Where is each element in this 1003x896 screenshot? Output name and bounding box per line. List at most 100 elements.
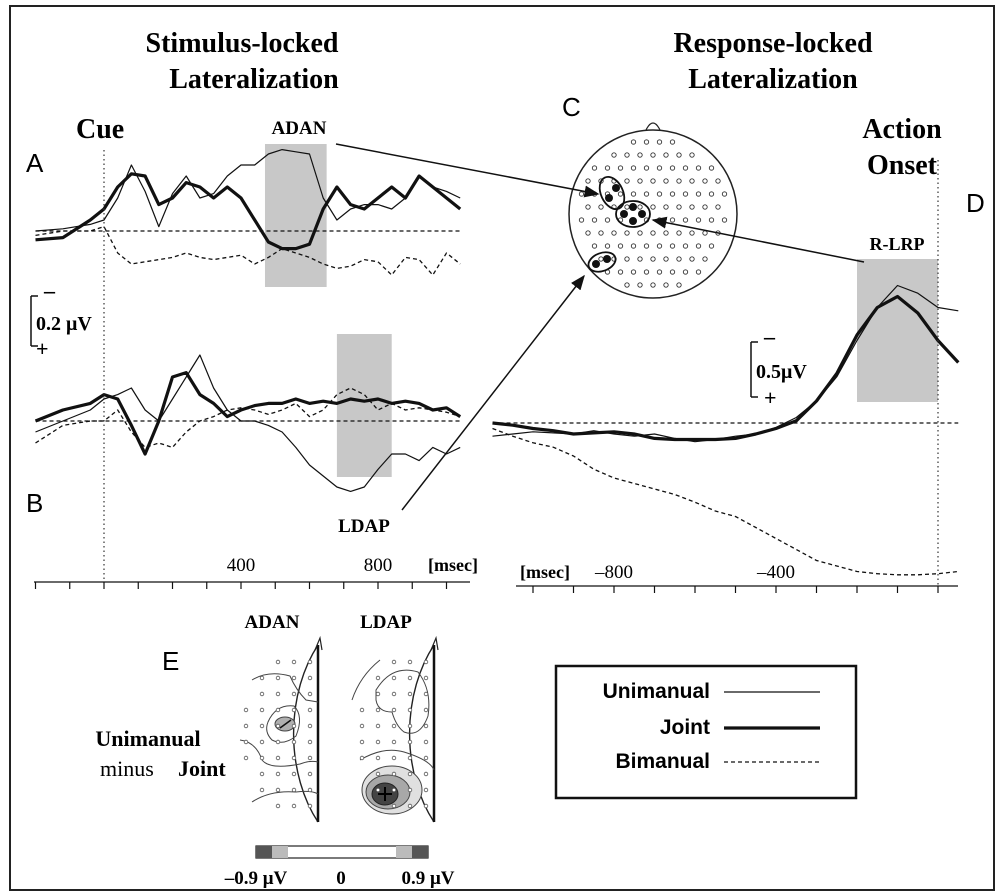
topo-electrode <box>359 707 365 713</box>
electrode-dot <box>663 178 669 184</box>
panel-b-window <box>336 334 392 477</box>
topo-electrode <box>359 739 365 745</box>
x-axis-resp: –800 –400 <box>516 562 958 593</box>
electrode-dot <box>624 152 630 158</box>
electrode-dot <box>689 152 695 158</box>
scale-bar-d: – 0.5μV + <box>750 324 807 410</box>
scale-label-d: 0.5μV <box>756 361 807 383</box>
electrode-dot <box>682 243 689 249</box>
colorbar-min: –0.9 μV <box>224 868 288 889</box>
topo-electrode <box>407 755 413 761</box>
legend-label-bimanual: Bimanual <box>615 750 710 773</box>
electrode-dot <box>624 178 630 184</box>
x-tick-label-stim: 800 <box>364 555 393 576</box>
topo-electrode <box>259 739 265 745</box>
electrode-dot <box>682 217 689 223</box>
electrode-dot <box>695 191 702 197</box>
panel-a-window <box>264 144 327 287</box>
topo-electrode <box>307 771 313 777</box>
x-axis-stim: 400 800 <box>34 555 470 589</box>
electrode-dot <box>676 282 682 288</box>
topo-electrode <box>259 723 265 729</box>
electrode-dot <box>643 243 650 249</box>
x-unit-stim: [msec] <box>428 555 478 575</box>
panel-b-series-unimanual <box>35 354 461 492</box>
topo-electrode <box>275 723 281 729</box>
electrode-dot <box>617 269 624 275</box>
electrode-dot <box>650 282 656 288</box>
topo-electrode <box>291 691 297 697</box>
electrode-dot <box>624 282 630 288</box>
legend-box <box>554 664 858 800</box>
electrode-dot <box>663 204 669 210</box>
topo-electrode <box>275 659 281 665</box>
topo-row-label-1: Unimanual <box>95 726 200 751</box>
topo-electrode <box>391 755 397 761</box>
electrode-dot <box>617 165 624 171</box>
topo-electrode <box>275 707 281 713</box>
topo-electrode <box>407 659 413 665</box>
topo-electrode <box>423 659 429 665</box>
electrode-dot <box>715 204 721 210</box>
topo-electrode <box>423 739 429 745</box>
adan-window-label: ADAN <box>272 118 327 139</box>
topo-electrode <box>275 787 281 793</box>
electrode-dot <box>695 269 702 275</box>
topo-electrode <box>307 691 313 697</box>
colorbar-max: 0.9 μV <box>402 868 455 889</box>
topo-electrode <box>307 675 313 681</box>
arrow-ldap <box>401 274 585 511</box>
topo-electrode <box>307 723 313 729</box>
topo-electrode <box>307 755 313 761</box>
head-nose <box>645 122 661 131</box>
electrode-dot <box>721 191 728 197</box>
electrode-dot <box>669 269 676 275</box>
topo-electrode <box>375 691 381 697</box>
scale-label-a: 0.2 μV <box>36 313 92 335</box>
electrode-dot <box>702 178 708 184</box>
electrode-dot <box>721 217 728 223</box>
electrode-dot <box>669 191 676 197</box>
electrode-dot <box>689 256 695 262</box>
panel-b-series-bimanual <box>35 387 461 449</box>
electrode-dot <box>630 243 637 249</box>
topo-electrode <box>275 771 281 777</box>
electrode-dot <box>637 152 643 158</box>
electrode-dot <box>689 230 695 236</box>
topo-electrode <box>407 787 413 793</box>
topo-electrode <box>359 723 365 729</box>
electrode-cluster-adan <box>598 176 626 210</box>
electrode-dot <box>663 230 669 236</box>
topo-electrode <box>407 707 413 713</box>
electrode-dot <box>604 217 611 223</box>
topo-electrode <box>423 691 429 697</box>
topo-electrode <box>307 739 313 745</box>
topo-electrode <box>423 675 429 681</box>
topo-map-adan: ADAN <box>239 612 323 823</box>
panel-a-series-joint <box>35 172 462 251</box>
electrode-dot <box>656 269 663 275</box>
topo-electrode <box>307 707 313 713</box>
figure-frame <box>9 5 995 891</box>
panel-label-b: B <box>26 488 43 518</box>
panel-label-d: D <box>966 188 985 218</box>
electrode-dot <box>630 139 637 145</box>
head-map-c <box>568 122 738 299</box>
topo-electrode <box>375 707 381 713</box>
colorbar-mid: 0 <box>336 868 346 889</box>
electrode-dot <box>598 230 604 236</box>
electrode-dot <box>637 204 643 210</box>
electrode-dot <box>702 230 708 236</box>
electrode-dot <box>676 256 682 262</box>
electrode-dot <box>591 217 598 223</box>
electrode-dot <box>591 165 598 171</box>
electrode-dot <box>650 178 656 184</box>
electrode-dot <box>604 165 611 171</box>
arrow-adan <box>335 143 600 198</box>
topo-electrode <box>259 755 265 761</box>
electrode-dot <box>663 256 669 262</box>
topo-electrode <box>391 707 397 713</box>
electrode-cluster-lrp <box>615 200 651 228</box>
topo-electrode <box>291 675 297 681</box>
topo-electrode <box>307 803 313 809</box>
